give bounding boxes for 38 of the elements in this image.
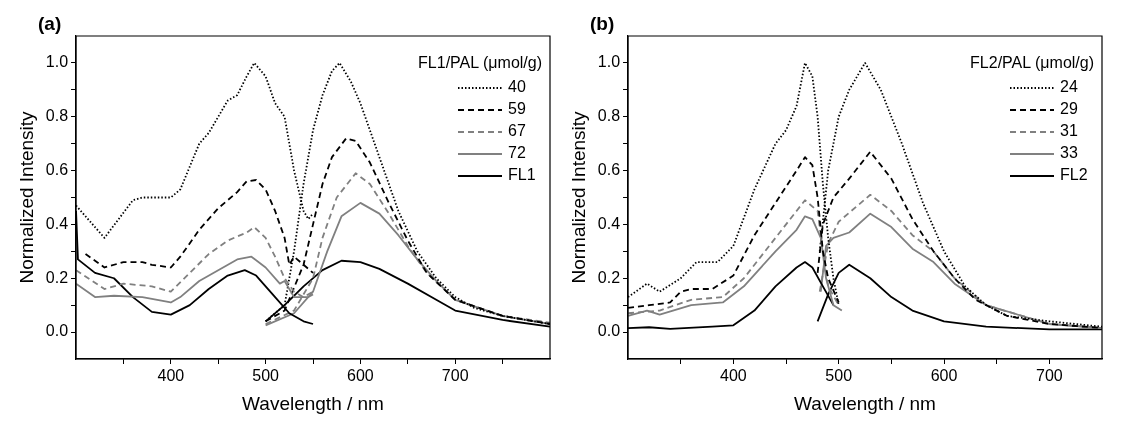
y-tick-label: 1.0 bbox=[597, 53, 621, 71]
x-axis-title: Wavelength / nm bbox=[242, 392, 384, 414]
legend-label: 31 bbox=[1060, 122, 1078, 140]
y-tick-label: 0.8 bbox=[597, 107, 621, 125]
legend-label: 29 bbox=[1060, 100, 1078, 118]
y-tick-label: 0.0 bbox=[597, 322, 621, 340]
y-tick-label: 0.6 bbox=[597, 160, 621, 178]
y-tick-label: 0.4 bbox=[45, 214, 69, 232]
y-tick-label: 0.6 bbox=[45, 160, 69, 178]
legend-label: FL1 bbox=[508, 166, 536, 184]
x-tick-label: 500 bbox=[825, 367, 853, 385]
y-tick-label: 1.0 bbox=[45, 53, 69, 71]
y-tick-label: 0.0 bbox=[45, 322, 69, 340]
y-tick-label: 0.2 bbox=[45, 268, 69, 286]
y-tick-label: 0.4 bbox=[597, 214, 621, 232]
legend-label: 24 bbox=[1060, 78, 1078, 96]
x-tick-label: 700 bbox=[1035, 367, 1063, 385]
x-tick-label: 600 bbox=[347, 367, 374, 385]
x-tick-label: 400 bbox=[157, 367, 185, 385]
x-tick-label: 700 bbox=[441, 367, 469, 385]
legend-label: 59 bbox=[508, 100, 526, 118]
chart-title: (b) bbox=[590, 12, 615, 34]
y-tick-label: 0.2 bbox=[597, 268, 621, 286]
legend-label: FL2 bbox=[1060, 166, 1088, 184]
y-axis-title: Normalized Intensity bbox=[15, 110, 37, 284]
legend-label: 33 bbox=[1060, 144, 1078, 162]
y-axis-title: Normalized Intensity bbox=[567, 110, 589, 284]
x-tick-label: 600 bbox=[930, 367, 958, 385]
legend-label: 72 bbox=[508, 144, 526, 162]
chart-title: (a) bbox=[38, 12, 62, 34]
y-tick-label: 0.8 bbox=[45, 107, 69, 125]
legend-title: FL2/PAL (μmol/g) bbox=[970, 54, 1094, 72]
x-axis-title: Wavelength / nm bbox=[794, 392, 936, 414]
legend-label: 67 bbox=[508, 122, 526, 140]
x-tick-label: 400 bbox=[720, 367, 747, 385]
legend-title: FL1/PAL (μmol/g) bbox=[418, 54, 542, 72]
x-tick-label: 500 bbox=[252, 367, 280, 385]
legend-label: 40 bbox=[508, 78, 526, 96]
